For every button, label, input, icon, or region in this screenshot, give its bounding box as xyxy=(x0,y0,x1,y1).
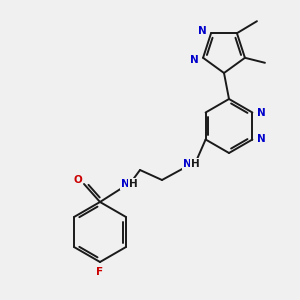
Text: F: F xyxy=(96,267,103,277)
Text: N: N xyxy=(190,55,199,65)
Text: N: N xyxy=(183,159,191,169)
Text: H: H xyxy=(129,179,137,189)
Text: N: N xyxy=(121,179,129,189)
Text: O: O xyxy=(74,175,82,185)
Text: N: N xyxy=(198,26,206,36)
Text: N: N xyxy=(257,107,266,118)
Text: H: H xyxy=(190,159,200,169)
Text: N: N xyxy=(257,134,266,145)
